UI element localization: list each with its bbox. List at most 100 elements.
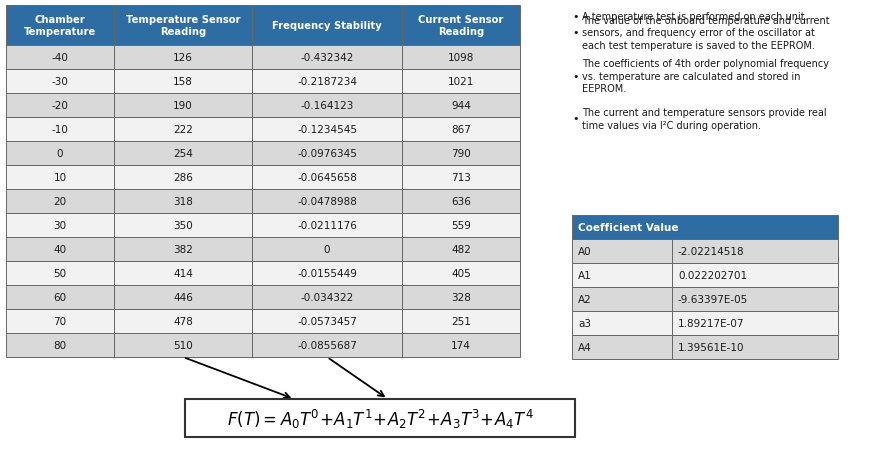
Text: 1.39561E-10: 1.39561E-10 (678, 342, 744, 352)
FancyBboxPatch shape (6, 333, 114, 357)
FancyBboxPatch shape (402, 309, 520, 333)
FancyBboxPatch shape (6, 6, 114, 46)
Text: -20: -20 (51, 101, 68, 111)
Text: -0.0573457: -0.0573457 (297, 316, 357, 326)
FancyBboxPatch shape (402, 213, 520, 238)
FancyBboxPatch shape (402, 166, 520, 190)
FancyBboxPatch shape (402, 70, 520, 94)
FancyBboxPatch shape (252, 118, 402, 142)
FancyBboxPatch shape (572, 216, 838, 239)
FancyBboxPatch shape (6, 118, 114, 142)
Text: $\mathit{F(T) = A_0T^0\!+\!A_1T^1\!+\!A_2T^2\!+\!A_3T^3\!+\!A_4T^4}$: $\mathit{F(T) = A_0T^0\!+\!A_1T^1\!+\!A_… (226, 407, 533, 430)
FancyBboxPatch shape (402, 285, 520, 309)
FancyBboxPatch shape (402, 94, 520, 118)
FancyBboxPatch shape (114, 190, 252, 213)
FancyBboxPatch shape (402, 142, 520, 166)
FancyBboxPatch shape (252, 213, 402, 238)
Text: -0.432342: -0.432342 (301, 53, 354, 63)
FancyBboxPatch shape (402, 262, 520, 285)
FancyBboxPatch shape (114, 118, 252, 142)
FancyBboxPatch shape (402, 333, 520, 357)
Text: 636: 636 (451, 197, 471, 207)
Text: 0: 0 (324, 244, 331, 254)
Text: •: • (572, 71, 578, 81)
FancyBboxPatch shape (6, 166, 114, 190)
FancyBboxPatch shape (402, 190, 520, 213)
FancyBboxPatch shape (6, 94, 114, 118)
FancyBboxPatch shape (252, 285, 402, 309)
FancyBboxPatch shape (672, 311, 838, 335)
Text: -0.034322: -0.034322 (301, 293, 354, 302)
FancyBboxPatch shape (114, 285, 252, 309)
FancyBboxPatch shape (6, 213, 114, 238)
Text: 867: 867 (451, 125, 471, 135)
Text: 559: 559 (451, 221, 471, 231)
Text: -0.0211176: -0.0211176 (297, 221, 357, 231)
FancyBboxPatch shape (6, 190, 114, 213)
Text: A2: A2 (578, 294, 591, 304)
FancyBboxPatch shape (672, 335, 838, 359)
Text: 944: 944 (451, 101, 471, 111)
Text: 50: 50 (53, 268, 66, 278)
Text: 222: 222 (173, 125, 193, 135)
Text: 350: 350 (173, 221, 193, 231)
Text: 1098: 1098 (448, 53, 474, 63)
FancyBboxPatch shape (252, 46, 402, 70)
Text: The current and temperature sensors provide real
time values via I²C during oper: The current and temperature sensors prov… (582, 108, 827, 131)
FancyBboxPatch shape (6, 309, 114, 333)
Text: 1.89217E-07: 1.89217E-07 (678, 318, 744, 328)
FancyBboxPatch shape (114, 70, 252, 94)
FancyBboxPatch shape (185, 399, 575, 437)
Text: 190: 190 (173, 101, 193, 111)
Text: -0.164123: -0.164123 (301, 101, 354, 111)
FancyBboxPatch shape (114, 46, 252, 70)
Text: 254: 254 (173, 149, 193, 159)
Text: Current Sensor
Reading: Current Sensor Reading (418, 15, 504, 37)
FancyBboxPatch shape (114, 6, 252, 46)
FancyBboxPatch shape (252, 333, 402, 357)
FancyBboxPatch shape (252, 6, 402, 46)
FancyBboxPatch shape (114, 309, 252, 333)
Text: 382: 382 (173, 244, 193, 254)
FancyBboxPatch shape (252, 262, 402, 285)
Text: 482: 482 (451, 244, 471, 254)
Text: 713: 713 (451, 172, 471, 182)
FancyBboxPatch shape (114, 238, 252, 262)
Text: 318: 318 (173, 197, 193, 207)
FancyBboxPatch shape (252, 70, 402, 94)
FancyBboxPatch shape (672, 288, 838, 311)
FancyBboxPatch shape (6, 46, 114, 70)
Text: -9.63397E-05: -9.63397E-05 (678, 294, 748, 304)
FancyBboxPatch shape (252, 142, 402, 166)
Text: Temperature Sensor
Reading: Temperature Sensor Reading (126, 15, 240, 37)
FancyBboxPatch shape (252, 94, 402, 118)
Text: 328: 328 (451, 293, 471, 302)
Text: 174: 174 (451, 340, 471, 350)
FancyBboxPatch shape (6, 142, 114, 166)
FancyBboxPatch shape (6, 285, 114, 309)
Text: 126: 126 (173, 53, 193, 63)
Text: -0.2187234: -0.2187234 (297, 77, 357, 87)
Text: •: • (572, 11, 578, 21)
FancyBboxPatch shape (252, 166, 402, 190)
FancyBboxPatch shape (572, 288, 672, 311)
Text: -0.0976345: -0.0976345 (297, 149, 357, 159)
Text: -2.02214518: -2.02214518 (678, 247, 744, 257)
Text: The coefficients of 4th order polynomial frequency
vs. temperature are calculate: The coefficients of 4th order polynomial… (582, 59, 829, 94)
FancyBboxPatch shape (252, 238, 402, 262)
Text: 80: 80 (53, 340, 66, 350)
FancyBboxPatch shape (572, 263, 672, 288)
Text: -0.0645658: -0.0645658 (297, 172, 357, 182)
FancyBboxPatch shape (114, 94, 252, 118)
Text: -0.0155449: -0.0155449 (297, 268, 357, 278)
FancyBboxPatch shape (402, 46, 520, 70)
Text: -30: -30 (51, 77, 68, 87)
Text: 286: 286 (173, 172, 193, 182)
FancyBboxPatch shape (252, 309, 402, 333)
Text: The value of the onboard temperature and current
sensors, and frequency error of: The value of the onboard temperature and… (582, 15, 829, 51)
Text: a3: a3 (578, 318, 591, 328)
Text: Coefficient Value: Coefficient Value (578, 222, 679, 233)
FancyBboxPatch shape (572, 335, 672, 359)
FancyBboxPatch shape (114, 213, 252, 238)
FancyBboxPatch shape (402, 118, 520, 142)
